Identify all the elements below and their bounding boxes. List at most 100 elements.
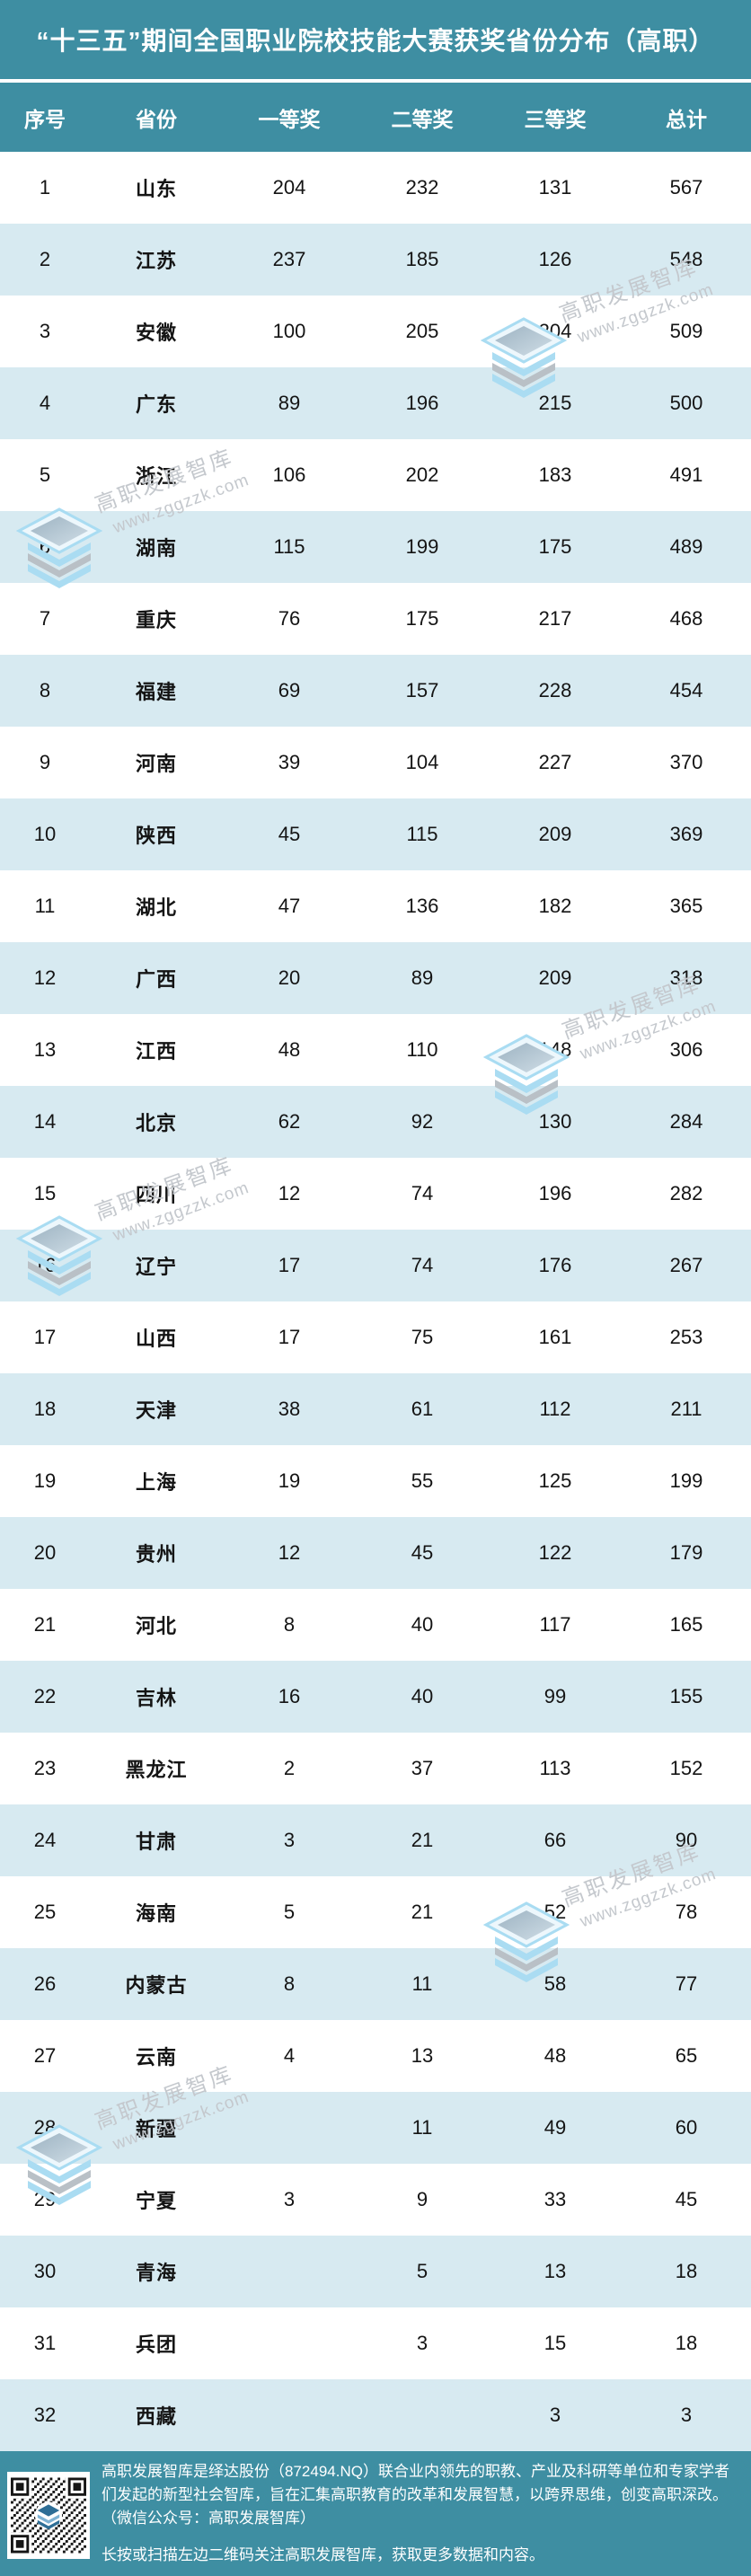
value-cell: 567	[669, 176, 703, 198]
value-cell: 179	[669, 1541, 703, 1564]
value-cell: 78	[675, 1901, 698, 1923]
value-cell: 100	[272, 320, 306, 342]
value-cell: 90	[675, 1829, 698, 1851]
value-cell: 183	[538, 463, 572, 486]
value-cell: 60	[675, 2116, 698, 2139]
value-cell: 9	[416, 2188, 429, 2210]
value-cell: 3	[283, 1829, 296, 1851]
value-cell: 318	[669, 966, 703, 989]
row-index-cell: 10	[33, 823, 57, 845]
province-cell: 海南	[135, 1902, 177, 1925]
table-row: 12 广西 20 89 209 318	[0, 942, 751, 1014]
value-cell: 267	[669, 1254, 703, 1276]
value-cell: 4	[283, 2044, 296, 2067]
value-cell: 130	[538, 1110, 572, 1133]
province-cell: 重庆	[135, 609, 177, 631]
table-row: 16 辽宁 17 74 176 267	[0, 1230, 751, 1301]
table-row: 4 广东 89 196 215 500	[0, 367, 751, 439]
value-cell: 232	[405, 176, 439, 198]
table-row: 20 贵州 12 45 122 179	[0, 1517, 751, 1589]
table-row: 13 江西 48 110 148 306	[0, 1014, 751, 1086]
province-cell: 浙江	[135, 465, 177, 488]
table-row: 3 安徽 100 205 204 509	[0, 296, 751, 367]
row-index-cell: 20	[33, 1541, 57, 1564]
value-cell: 45	[675, 2188, 698, 2210]
row-index-cell: 21	[33, 1613, 57, 1636]
row-index-cell: 12	[33, 966, 57, 989]
value-cell: 199	[669, 1469, 703, 1492]
value-cell: 45	[411, 1541, 434, 1564]
value-cell: 204	[272, 176, 306, 198]
row-index-cell: 25	[33, 1901, 57, 1923]
row-index-cell: 9	[39, 751, 51, 773]
value-cell: 113	[539, 1757, 571, 1779]
table-row: 8 福建 69 157 228 454	[0, 655, 751, 727]
value-cell: 61	[411, 1398, 434, 1420]
table-row: 24 甘肃 3 21 66 90	[0, 1804, 751, 1876]
value-cell: 126	[538, 248, 572, 270]
value-cell: 17	[278, 1254, 301, 1276]
value-cell: 3	[416, 2332, 429, 2354]
province-cell: 甘肃	[135, 1831, 177, 1853]
value-cell: 489	[669, 535, 703, 558]
province-cell: 江苏	[135, 250, 177, 272]
table-row: 32 西藏 3 3	[0, 2379, 751, 2451]
table-header: 序号 省份 一等奖 二等奖 三等奖 总计	[0, 83, 751, 152]
table-row: 5 浙江 106 202 183 491	[0, 439, 751, 511]
row-index-cell: 24	[33, 1829, 57, 1851]
value-cell: 45	[278, 823, 301, 845]
row-index-cell: 32	[33, 2404, 57, 2426]
value-cell: 161	[538, 1326, 572, 1348]
row-index-cell: 30	[33, 2260, 57, 2282]
province-cell: 云南	[135, 2046, 177, 2069]
table-row: 28 新疆 11 49 60	[0, 2092, 751, 2164]
value-cell: 165	[669, 1613, 703, 1636]
row-index-cell: 5	[39, 463, 51, 486]
column-header: 序号	[24, 107, 66, 131]
value-cell: 19	[278, 1469, 301, 1492]
row-index-cell: 18	[33, 1398, 57, 1420]
value-cell: 204	[538, 320, 572, 342]
table-row: 11 湖北 47 136 182 365	[0, 870, 751, 942]
value-cell: 136	[405, 895, 439, 917]
value-cell: 58	[543, 1972, 567, 1995]
row-index-cell: 7	[39, 607, 51, 630]
province-cell: 河北	[135, 1615, 177, 1637]
value-cell: 175	[405, 607, 439, 630]
value-cell: 8	[283, 1613, 296, 1636]
table-row: 19 上海 19 55 125 199	[0, 1445, 751, 1517]
value-cell: 69	[278, 679, 301, 701]
value-cell: 5	[283, 1901, 296, 1923]
footer-about: 高职发展智库是绎达股份（872494.NQ）联合业内领先的职教、产业及科研等单位…	[102, 2463, 729, 2527]
row-index-cell: 17	[33, 1326, 57, 1348]
footer-text-block: 高职发展智库是绎达股份（872494.NQ）联合业内领先的职教、产业及科研等单位…	[102, 2460, 741, 2567]
value-cell: 122	[538, 1541, 572, 1564]
value-cell: 209	[538, 823, 572, 845]
value-cell: 282	[669, 1182, 703, 1204]
value-cell: 196	[405, 392, 439, 414]
row-index-cell: 4	[39, 392, 51, 414]
table-row: 6 湖南 115 199 175 489	[0, 511, 751, 583]
value-cell: 215	[538, 392, 572, 414]
table-row: 17 山西 17 75 161 253	[0, 1301, 751, 1373]
value-cell: 185	[405, 248, 439, 270]
province-cell: 湖北	[135, 896, 177, 919]
table-row: 15 四川 12 74 196 282	[0, 1158, 751, 1230]
table-row: 26 内蒙古 8 11 58 77	[0, 1948, 751, 2020]
value-cell: 65	[675, 2044, 698, 2067]
row-index-cell: 8	[39, 679, 51, 701]
value-cell: 110	[406, 1038, 438, 1061]
value-cell: 182	[538, 895, 572, 917]
value-cell: 131	[538, 176, 572, 198]
row-index-cell: 22	[33, 1685, 57, 1707]
column-header: 二等奖	[391, 107, 454, 131]
value-cell: 48	[278, 1038, 301, 1061]
value-cell: 211	[670, 1398, 702, 1420]
value-cell: 3	[283, 2188, 296, 2210]
table-row: 30 青海 5 13 18	[0, 2236, 751, 2307]
value-cell: 18	[675, 2260, 698, 2282]
value-cell: 112	[539, 1398, 571, 1420]
table-row: 10 陕西 45 115 209 369	[0, 798, 751, 870]
value-cell: 76	[278, 607, 301, 630]
